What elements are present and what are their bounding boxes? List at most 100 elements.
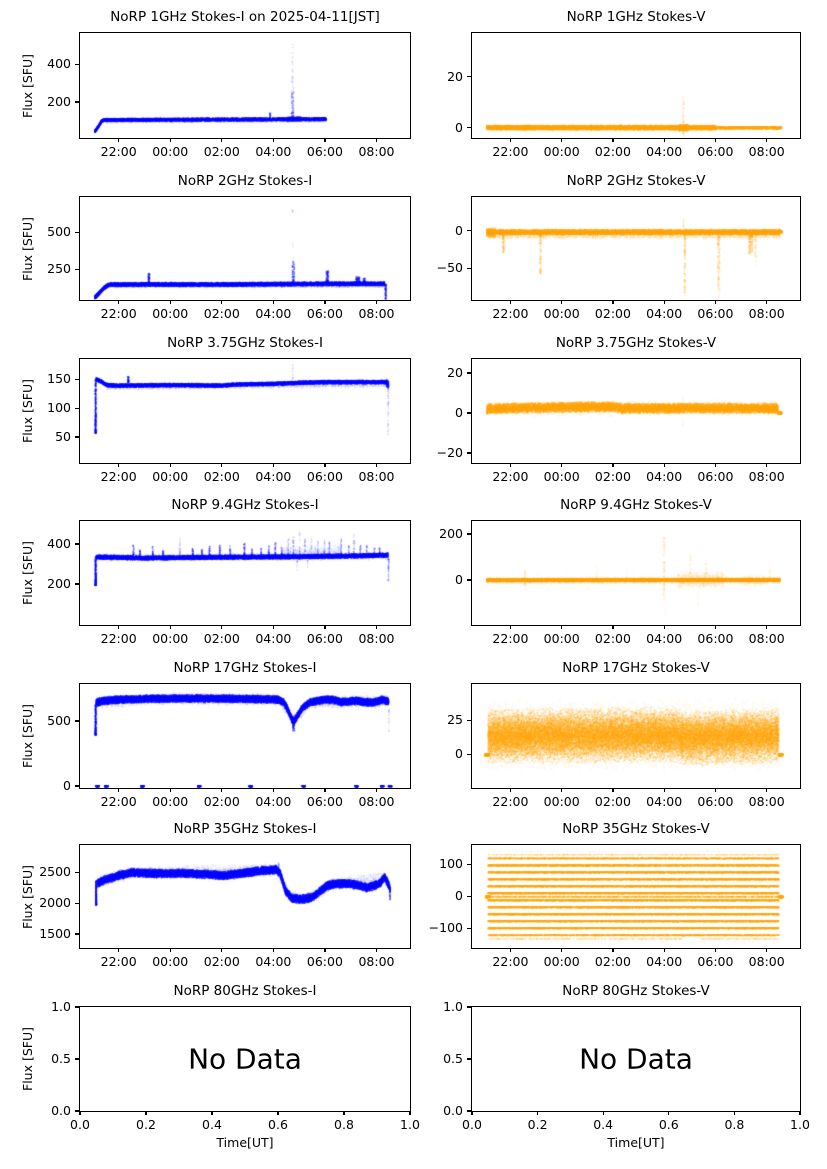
y-tick-label: 0.5 [443, 1051, 463, 1066]
x-tick-label: 0.6 [658, 1117, 679, 1132]
y-tick-mark [75, 231, 79, 233]
y-tick-label: −50 [436, 260, 463, 276]
x-tick-label: 0.2 [527, 1117, 548, 1132]
x-tick-mark [561, 138, 563, 142]
y-tick-mark [75, 583, 79, 585]
x-tick-label: 1.0 [790, 1117, 810, 1132]
plot-title: NoRP 80GHz Stokes-V [562, 983, 710, 999]
x-tick-mark [272, 948, 274, 952]
y-tick-mark [467, 895, 471, 897]
y-tick-label: 1.0 [51, 999, 71, 1014]
x-tick-label: 08:00 [358, 954, 395, 969]
x-tick-mark [766, 138, 768, 142]
x-tick-mark [145, 1111, 147, 1115]
x-tick-mark [561, 948, 563, 952]
y-tick-mark [467, 1110, 471, 1112]
x-tick-mark [211, 1111, 213, 1115]
x-tick-label: 22:00 [492, 631, 529, 646]
x-tick-mark [612, 625, 614, 629]
x-tick-mark [766, 625, 768, 629]
x-tick-label: 22:00 [100, 794, 137, 809]
x-tick-label: 06:00 [697, 954, 734, 969]
y-axis-label: Flux [SFU] [20, 53, 35, 118]
x-tick-mark [343, 1111, 345, 1115]
plot-title: NoRP 1GHz Stokes-I on 2025-04-11[JST] [110, 9, 380, 25]
y-tick-label: 100 [439, 856, 463, 872]
x-tick-label: 02:00 [594, 954, 631, 969]
x-tick-label: 06:00 [306, 631, 343, 646]
x-tick-mark [509, 463, 512, 467]
x-tick-mark [272, 788, 274, 792]
plot-canvas-norp-80ghz-stokes-v [472, 1007, 800, 1111]
x-tick-label: 04:00 [255, 306, 292, 321]
x-tick-mark [324, 300, 326, 304]
y-axis-label: Flux [SFU] [20, 216, 35, 281]
plot-canvas-norp-9.4ghz-stokes-i [80, 521, 410, 625]
x-tick-mark [471, 1111, 473, 1115]
x-tick-mark [602, 1111, 604, 1115]
x-tick-mark [375, 625, 378, 629]
plot-canvas-norp-35ghz-stokes-i [80, 845, 410, 948]
x-tick-label: 02:00 [594, 631, 631, 646]
x-tick-label: 02:00 [203, 954, 240, 969]
x-tick-label: 08:00 [358, 306, 395, 321]
x-tick-mark [663, 625, 665, 629]
x-tick-label: 0.2 [136, 1117, 156, 1132]
y-tick-mark [467, 753, 471, 755]
x-tick-mark [375, 948, 378, 952]
x-tick-mark [324, 625, 326, 629]
y-tick-mark [75, 1110, 79, 1112]
x-tick-mark [714, 138, 717, 142]
plot-canvas-norp-1ghz-stokes-i [80, 33, 410, 138]
subplot-norp-17ghz-stokes-i: NoRP 17GHz Stokes-I Flux [SFU] 0 500 22:00 00… [20, 660, 411, 809]
x-tick-mark [766, 788, 768, 792]
x-tick-label: 00:00 [152, 144, 189, 159]
x-tick-mark [324, 138, 326, 142]
x-tick-mark [118, 625, 120, 629]
y-tick-label: 200 [47, 94, 71, 110]
y-tick-mark [75, 902, 79, 904]
x-tick-mark [612, 300, 614, 304]
plot-title: NoRP 9.4GHz Stokes-V [560, 497, 712, 513]
x-tick-label: 08:00 [358, 144, 395, 159]
y-tick-label: 0 [455, 405, 463, 420]
y-tick-mark [75, 1058, 79, 1060]
x-tick-mark [272, 138, 274, 142]
x-tick-label: 00:00 [543, 794, 580, 809]
x-tick-mark [509, 138, 512, 142]
x-tick-mark [375, 138, 378, 142]
x-tick-label: 0.8 [334, 1117, 354, 1132]
y-tick-label: 2500 [39, 864, 71, 880]
x-tick-label: 08:00 [358, 469, 395, 484]
x-tick-mark [612, 463, 614, 467]
x-tick-label: 0.6 [268, 1117, 288, 1132]
y-tick-label: −20 [436, 445, 463, 460]
subplot-norp-2ghz-stokes-i: NoRP 2GHz Stokes-I Flux [SFU] 250 500 22:00 0… [20, 173, 411, 321]
x-tick-mark [714, 948, 717, 952]
x-tick-label: 08:00 [358, 631, 395, 646]
x-tick-label: 22:00 [492, 306, 529, 321]
plot-title: NoRP 9.4GHz Stokes-I [171, 497, 319, 513]
x-tick-label: 06:00 [697, 631, 734, 646]
plot-canvas-norp-2ghz-stokes-i [80, 197, 410, 300]
y-tick-mark [467, 372, 471, 374]
x-tick-mark [663, 300, 665, 304]
plot-canvas-norp-3.75ghz-stokes-i [80, 359, 410, 463]
y-tick-label: 0 [455, 222, 463, 238]
x-tick-mark [663, 138, 665, 142]
x-tick-mark [79, 1111, 81, 1115]
x-tick-label: 04:00 [646, 954, 683, 969]
x-tick-mark [169, 625, 171, 629]
subplot-norp-3.75ghz-stokes-i: NoRP 3.75GHz Stokes-I Flux [SFU] 50 100 150 2… [20, 335, 411, 484]
y-tick-label: 0.5 [51, 1051, 71, 1066]
y-tick-label: 200 [47, 576, 71, 591]
plot-title: NoRP 2GHz Stokes-I [177, 173, 313, 189]
subplot-norp-2ghz-stokes-v: NoRP 2GHz Stokes-V −50 0 22:00 00:00 02:00 04:… [437, 173, 801, 321]
x-tick-mark [509, 300, 512, 304]
x-tick-mark [714, 300, 717, 304]
plot-canvas-norp-9.4ghz-stokes-v [472, 521, 800, 625]
x-tick-mark [663, 463, 665, 467]
x-tick-mark [766, 948, 768, 952]
subplot-norp-1ghz-stokes-v: NoRP 1GHz Stokes-V 0 20 22:00 00:00 02:00 04:0… [447, 9, 801, 159]
